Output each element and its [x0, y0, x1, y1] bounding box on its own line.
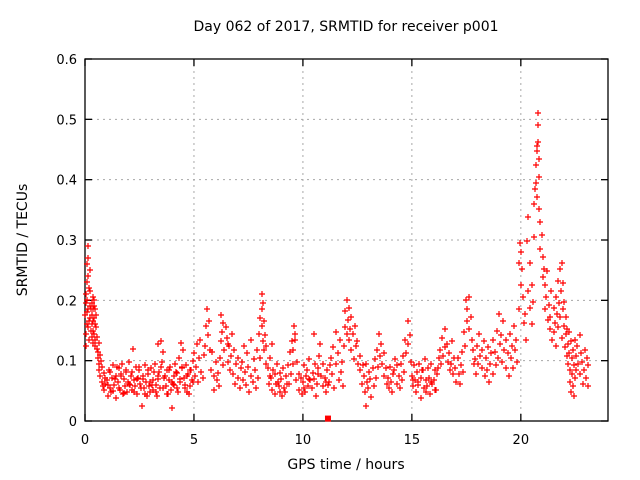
y-tick-label: 0.1: [56, 355, 77, 370]
y-tick-labels: 0 0.1 0.2 0.3 0.4 0.5 0.6: [56, 53, 77, 430]
chart-title: Day 062 of 2017, SRMTID for receiver p00…: [193, 19, 498, 35]
x-tick-label: 10: [295, 433, 312, 448]
scatter-series-SRMTID: [82, 110, 591, 411]
x-tick-labels: 0 5 10 15 20: [81, 433, 529, 448]
x-tick-label: 5: [190, 433, 198, 448]
y-tick-label: 0.6: [56, 53, 77, 68]
y-tick-label: 0.3: [56, 234, 77, 249]
y-tick-label: 0: [69, 415, 77, 430]
y-tick-label: 0.4: [56, 174, 77, 189]
x-axis-label: GPS time / hours: [287, 457, 404, 473]
y-axis-label: SRMTID / TECUs: [15, 184, 31, 297]
y-tick-label: 0.5: [56, 113, 77, 128]
x-tick-label: 20: [513, 433, 530, 448]
y-tick-label: 0.2: [56, 294, 77, 309]
scatter-points: [82, 110, 591, 422]
x-tick-label: 0: [81, 433, 89, 448]
square-marker-flagged-zero: [324, 415, 331, 422]
axis-ticks: [84, 58, 608, 422]
x-tick-label: 15: [404, 433, 421, 448]
